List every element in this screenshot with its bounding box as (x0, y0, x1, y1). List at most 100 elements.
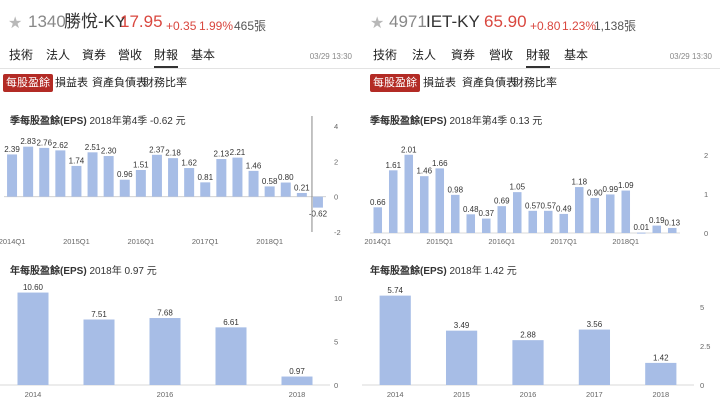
eps-bar[interactable] (216, 159, 227, 197)
eps-bar[interactable] (312, 196, 323, 208)
eps-bar[interactable] (55, 150, 66, 197)
tab-margin[interactable]: 資券 (82, 48, 107, 62)
price-change: +0.35 (166, 19, 197, 33)
eps-bar[interactable] (39, 147, 50, 197)
subtab-financial-ratios[interactable]: 財務比率 (513, 77, 557, 89)
tab-basic[interactable]: 基本 (564, 48, 589, 62)
eps-bar[interactable] (151, 154, 162, 197)
y-tick-label: 4 (334, 122, 338, 131)
eps-bar[interactable] (7, 154, 18, 197)
x-tick-label: 2015Q1 (426, 237, 453, 246)
eps-bar[interactable] (404, 154, 414, 233)
subtab-eps[interactable]: 每股盈餘 (370, 74, 420, 92)
eps-bar[interactable] (445, 330, 478, 385)
bar-value-label: 0.57 (525, 201, 541, 210)
tab-financials[interactable]: 財報 (526, 44, 551, 68)
eps-bar[interactable] (481, 218, 491, 233)
eps-bar[interactable] (215, 327, 247, 385)
eps-bar[interactable] (559, 213, 569, 233)
bar-value-label: 0.98 (447, 185, 463, 194)
tab-margin[interactable]: 資券 (451, 48, 476, 62)
tab-basic[interactable]: 基本 (191, 48, 216, 62)
eps-bar[interactable] (264, 186, 275, 197)
bar-value-label: 3.49 (454, 321, 470, 330)
star-icon[interactable]: ★ (370, 15, 385, 32)
bar-value-label: 0.66 (370, 198, 386, 207)
eps-bar[interactable] (645, 362, 677, 385)
bar-value-label: 0.99 (602, 185, 618, 194)
eps-bar[interactable] (71, 165, 82, 197)
tab-revenue[interactable]: 營收 (118, 48, 143, 62)
tab-technical[interactable]: 技術 (9, 48, 34, 62)
eps-bar[interactable] (388, 170, 398, 233)
eps-bar[interactable] (419, 176, 429, 233)
divider (360, 68, 720, 69)
eps-bar[interactable] (232, 157, 243, 197)
y-tick-label: 2 (704, 151, 708, 160)
eps-bar[interactable] (281, 376, 313, 385)
eps-bar[interactable] (667, 227, 677, 233)
annual-eps-title-main: 年每股盈餘(EPS) (10, 266, 87, 277)
subtab-balance-sheet[interactable]: 資產負債表 (92, 77, 147, 89)
eps-bar[interactable] (168, 158, 179, 197)
eps-bar[interactable] (578, 329, 611, 385)
eps-bar[interactable] (200, 182, 211, 197)
eps-bar[interactable] (605, 194, 615, 233)
x-tick-label: 2016Q1 (488, 237, 515, 246)
subtab-income-statement[interactable]: 損益表 (55, 77, 88, 89)
bar-value-label: 0.21 (294, 183, 310, 192)
eps-bar[interactable] (23, 146, 34, 197)
eps-bar[interactable] (149, 318, 181, 385)
stock-name: 勝悅-KY (64, 12, 127, 31)
eps-bar[interactable] (450, 194, 460, 233)
eps-bar[interactable] (652, 225, 662, 233)
eps-bar[interactable] (296, 192, 307, 197)
eps-bar[interactable] (528, 210, 538, 233)
eps-bar[interactable] (103, 156, 114, 197)
eps-bar[interactable] (373, 207, 383, 233)
tab-revenue[interactable]: 營收 (489, 48, 514, 62)
eps-bar[interactable] (574, 187, 584, 233)
subtab-eps[interactable]: 每股盈餘 (3, 74, 53, 92)
quarterly-eps-chart: 0.66 1.612.01 1.461.66 0.98 0.48 0.370.69 1.05… (364, 145, 708, 246)
tab-institutional[interactable]: 法人 (46, 48, 71, 62)
eps-bar[interactable] (435, 168, 445, 233)
eps-bar[interactable] (512, 192, 522, 233)
subtab-financial-ratios[interactable]: 財務比率 (143, 77, 187, 89)
eps-bar[interactable] (590, 197, 600, 233)
annual-eps-title-detail: 2018年 1.42 元 (446, 266, 517, 277)
eps-bar[interactable] (135, 169, 146, 197)
annual-eps-chart: 10.60 7.51 7.68 6.61 0.97 10 5 0 2014 2016 2018 (0, 283, 342, 399)
eps-bar[interactable] (87, 152, 98, 197)
eps-bar[interactable] (119, 179, 130, 197)
eps-bar[interactable] (497, 206, 507, 233)
bar-value-label: 0.69 (494, 197, 510, 206)
bar-value-label: 2.13 (214, 150, 230, 159)
eps-bar[interactable] (83, 319, 115, 385)
star-icon[interactable]: ★ (8, 15, 23, 32)
main-tabs: 技術 法人 資券 營收 財報 基本 03/29 13:30 (0, 44, 360, 68)
eps-bar[interactable] (466, 214, 476, 233)
tab-financials[interactable]: 財報 (154, 44, 179, 68)
bar-value-label: 2.88 (520, 331, 536, 340)
stock-panel-4971: ★ 4971 IET-KY 65.90 +0.80 1.23% 1,138張 技… (360, 0, 720, 405)
sub-tabs: 每股盈餘 損益表 資產負債表 財務比率 (360, 74, 720, 94)
tab-institutional[interactable]: 法人 (412, 48, 437, 62)
subtab-balance-sheet[interactable]: 資產負債表 (462, 77, 517, 89)
bar-value-label: 2.51 (85, 143, 101, 152)
eps-bar[interactable] (280, 182, 291, 197)
eps-bar[interactable] (248, 170, 259, 197)
y-tick-label: 0 (334, 193, 338, 202)
eps-bar[interactable] (621, 190, 631, 233)
eps-bar[interactable] (17, 292, 49, 385)
eps-bar[interactable] (184, 168, 195, 197)
eps-bar[interactable] (512, 340, 544, 385)
eps-bar[interactable] (543, 210, 553, 233)
eps-bar[interactable] (379, 295, 411, 385)
stock-code: 1340 (28, 12, 66, 31)
eps-bar[interactable] (636, 232, 646, 234)
bar-value-label: 2.39 (4, 145, 20, 154)
tab-technical[interactable]: 技術 (373, 48, 398, 62)
subtab-income-statement[interactable]: 損益表 (423, 77, 456, 89)
x-tick-label: 2018 (289, 390, 306, 399)
